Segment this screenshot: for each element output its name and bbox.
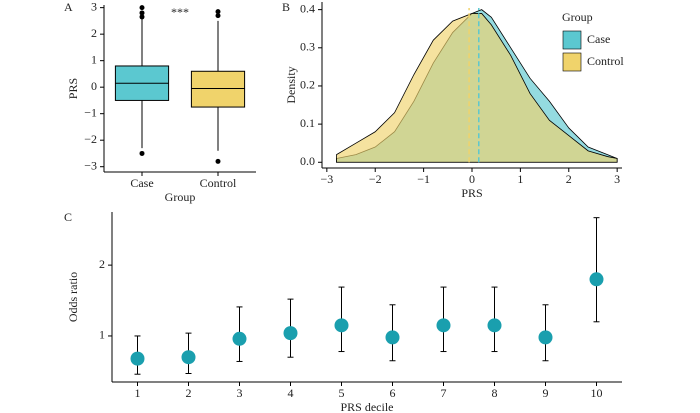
x-tick-label: 9 — [543, 386, 549, 400]
outlier — [139, 10, 145, 16]
x-tick-label: 4 — [288, 386, 294, 400]
annotation: *** — [171, 5, 189, 19]
x-tick-label: 3 — [237, 386, 243, 400]
x-tick-label: 5 — [339, 386, 345, 400]
point — [589, 272, 604, 287]
y-tick-label: 0.1 — [300, 116, 315, 130]
point — [436, 318, 451, 333]
outlier — [139, 150, 145, 156]
outlier — [139, 14, 145, 20]
y-tick-label: 1 — [91, 52, 97, 66]
panel-label: A — [64, 0, 73, 14]
point — [283, 326, 298, 341]
x-tick-label: −2 — [369, 172, 382, 186]
x-tick-label: −3 — [320, 172, 333, 186]
y-tick-label: −1 — [84, 105, 97, 119]
y-tick-label: 2 — [99, 257, 105, 271]
legend-label: Case — [587, 32, 610, 46]
legend-title: Group — [562, 10, 593, 24]
y-tick-label: −3 — [84, 158, 97, 172]
x-axis-label: PRS — [461, 186, 482, 200]
y-tick-label: −2 — [84, 132, 97, 146]
y-tick-label: 0.0 — [300, 154, 315, 168]
y-tick-label: 0.3 — [300, 40, 315, 54]
y-axis-label: Odds ratio — [66, 272, 80, 322]
x-tick-label: 7 — [441, 386, 447, 400]
x-tick-label: 2 — [566, 172, 572, 186]
x-tick-label: −1 — [417, 172, 430, 186]
legend-label: Control — [587, 54, 624, 68]
x-tick-label: Control — [200, 176, 237, 190]
y-tick-label: 2 — [91, 26, 97, 40]
x-axis-label: Group — [165, 190, 196, 204]
x-tick-label: 1 — [135, 386, 141, 400]
panel-label: C — [64, 210, 72, 224]
point — [232, 331, 247, 346]
y-tick-label: 1 — [99, 328, 105, 342]
y-tick-label: 0.4 — [300, 1, 315, 15]
point — [181, 350, 196, 365]
point — [538, 330, 553, 345]
x-tick-label: 6 — [390, 386, 396, 400]
x-tick-label: 8 — [492, 386, 498, 400]
box — [190, 70, 246, 108]
x-tick-label: 1 — [517, 172, 523, 186]
y-tick-label: 0.2 — [300, 78, 315, 92]
y-axis-label: PRS — [66, 78, 80, 99]
outlier — [139, 5, 145, 11]
outlier — [215, 158, 221, 164]
x-tick-label: 2 — [186, 386, 192, 400]
point — [130, 351, 145, 366]
point — [385, 330, 400, 345]
legend-swatch — [562, 30, 582, 50]
legend-swatch — [562, 52, 582, 72]
density-area — [336, 13, 618, 163]
y-axis-label: Density — [284, 66, 298, 103]
x-axis-label: PRS decile — [341, 400, 394, 413]
outlier — [215, 9, 221, 15]
point — [334, 318, 349, 333]
y-tick-label: 3 — [91, 0, 97, 13]
y-tick-label: 0 — [91, 79, 97, 93]
x-tick-label: Case — [130, 176, 153, 190]
x-tick-label: 3 — [614, 172, 620, 186]
point — [487, 318, 502, 333]
outlier — [215, 13, 221, 19]
panel-label: B — [282, 0, 290, 14]
x-tick-label: 10 — [591, 386, 603, 400]
x-tick-label: 0 — [469, 172, 475, 186]
